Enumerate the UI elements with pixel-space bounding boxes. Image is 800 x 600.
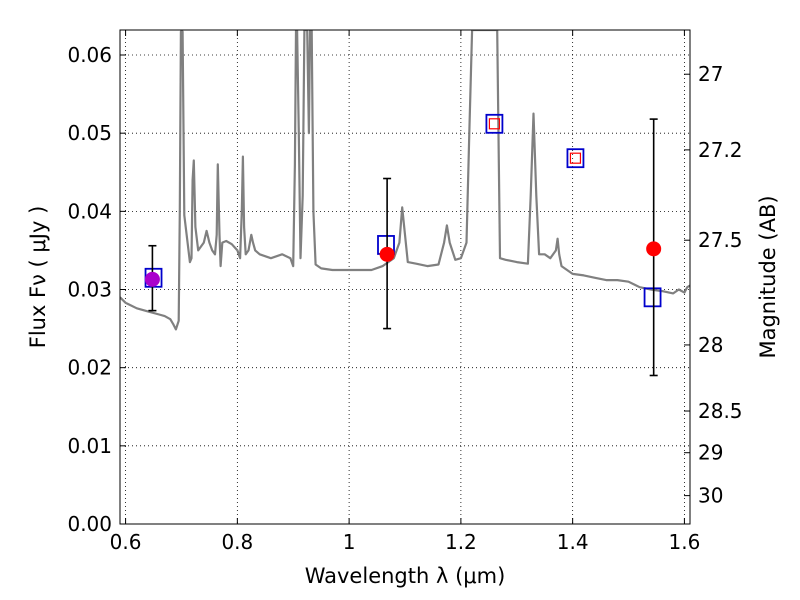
x-tick-label: 1.2	[445, 530, 477, 554]
x-tick-label: 1.6	[669, 530, 701, 554]
mag-tick-label: 27.2	[698, 138, 743, 162]
y-tick-label: 0.04	[67, 199, 112, 223]
axis-ticks: 0.6 0.8 1 1.2 1.4 1.6 0.00 0.01 0.02 0.03 0.04 0.05…	[67, 30, 743, 554]
y-tick-label: 0.01	[67, 434, 112, 458]
y-axis-label: Flux Fν ( μJy )	[26, 206, 50, 349]
spectrum-layer	[120, 30, 690, 331]
model-box	[485, 113, 504, 134]
y-tick-label: 0.00	[67, 512, 112, 536]
mag-tick-label: 27.5	[698, 228, 743, 252]
mag-tick-label: 28.5	[698, 399, 743, 423]
y-tick-label: 0.02	[67, 356, 112, 380]
spectrum-line	[120, 30, 690, 331]
observed-point	[646, 241, 662, 257]
model-box-inner	[488, 118, 501, 130]
mag-tick-label: 29	[698, 441, 723, 465]
model-box-inner	[569, 152, 582, 164]
x-tick-label: 0.8	[221, 530, 253, 554]
y-tick-label: 0.03	[67, 278, 112, 302]
y-tick-label: 0.06	[67, 43, 112, 67]
x-axis-label: Wavelength λ (μm)	[305, 564, 506, 588]
observed-point	[144, 271, 160, 287]
x-tick-label: 1	[343, 530, 356, 554]
x-tick-label: 0.6	[110, 530, 142, 554]
observed-point	[379, 246, 395, 262]
x-tick-label: 1.4	[557, 530, 589, 554]
mag-tick-label: 30	[698, 484, 723, 508]
mag-tick-label: 27	[698, 62, 723, 86]
y-tick-label: 0.05	[67, 121, 112, 145]
model-box	[566, 148, 585, 169]
mag-tick-label: 28	[698, 333, 723, 357]
model-box	[643, 287, 662, 308]
observed-layer	[144, 118, 662, 377]
y2-axis-label: Magnitude (AB)	[756, 195, 780, 358]
grid-lines	[120, 30, 690, 525]
plot-frame	[119, 29, 691, 525]
